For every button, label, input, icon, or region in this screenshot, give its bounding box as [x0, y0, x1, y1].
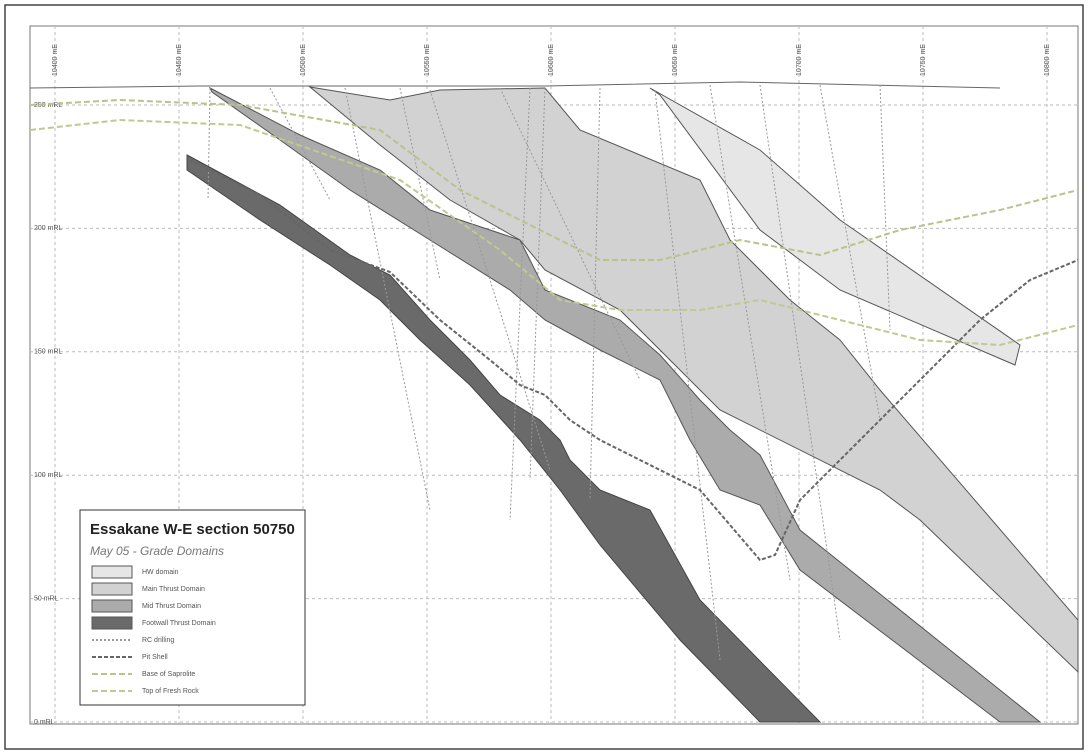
elevation-label: 50 mRL	[34, 595, 59, 602]
legend-label: Main Thrust Domain	[142, 586, 205, 593]
footwall-thrust-domain	[186, 154, 822, 723]
legend-swatch	[91, 616, 133, 630]
hw-domain	[649, 87, 1021, 366]
topography	[29, 81, 1001, 89]
easting-label: 10600 mE	[548, 44, 555, 76]
easting-label: 10500 mE	[300, 44, 307, 76]
axis-labels: 250 mRL 200 mRL 150 mRL 100 mRL 50 mRL 0 mRL 1…	[34, 44, 1051, 726]
mid-thrust-domain	[208, 86, 1042, 723]
pit-shell	[189, 159, 1079, 562]
easting-label: 10650 mE	[672, 44, 679, 76]
elevation-label: 100 mRL	[34, 472, 63, 479]
legend-label: HW domain	[142, 569, 179, 576]
main-thrust-domain	[308, 86, 1079, 674]
legend-label: Mid Thrust Domain	[142, 603, 201, 610]
easting-label: 10450 mE	[176, 44, 183, 76]
base-of-saprolite	[29, 98, 1079, 261]
easting-label: 10400 mE	[52, 44, 59, 76]
elevation-label: 200 mRL	[34, 225, 63, 232]
legend-swatch	[91, 582, 133, 596]
elevation-label: 250 mRL	[34, 102, 63, 109]
legend-label: Pit Shell	[142, 654, 168, 661]
legend-title: Essakane W-E section 50750	[90, 521, 295, 538]
easting-label: 10700 mE	[796, 44, 803, 76]
top-of-fresh-rock	[29, 118, 1079, 347]
legend-label: RC drilling	[142, 637, 174, 644]
legend-label: Base of Saprolite	[142, 671, 195, 678]
legend: Essakane W-E section 50750 May 05 - Grad…	[79, 509, 306, 706]
easting-label: 10800 mE	[1044, 44, 1051, 76]
rc-drilling	[207, 84, 891, 661]
easting-label: 10550 mE	[424, 44, 431, 76]
legend-label: Footwall Thrust Domain	[142, 620, 216, 627]
legend-label: Top of Fresh Rock	[142, 688, 199, 695]
legend-subtitle: May 05 - Grade Domains	[90, 544, 224, 558]
easting-label: 10750 mE	[920, 44, 927, 76]
elevation-label: 0 mRL	[34, 719, 55, 726]
legend-swatch	[91, 599, 133, 613]
legend-items: HW domain Main Thrust Domain Mid Thrust Do…	[91, 565, 216, 695]
legend-swatch	[91, 565, 133, 579]
elevation-label: 150 mRL	[34, 349, 63, 356]
